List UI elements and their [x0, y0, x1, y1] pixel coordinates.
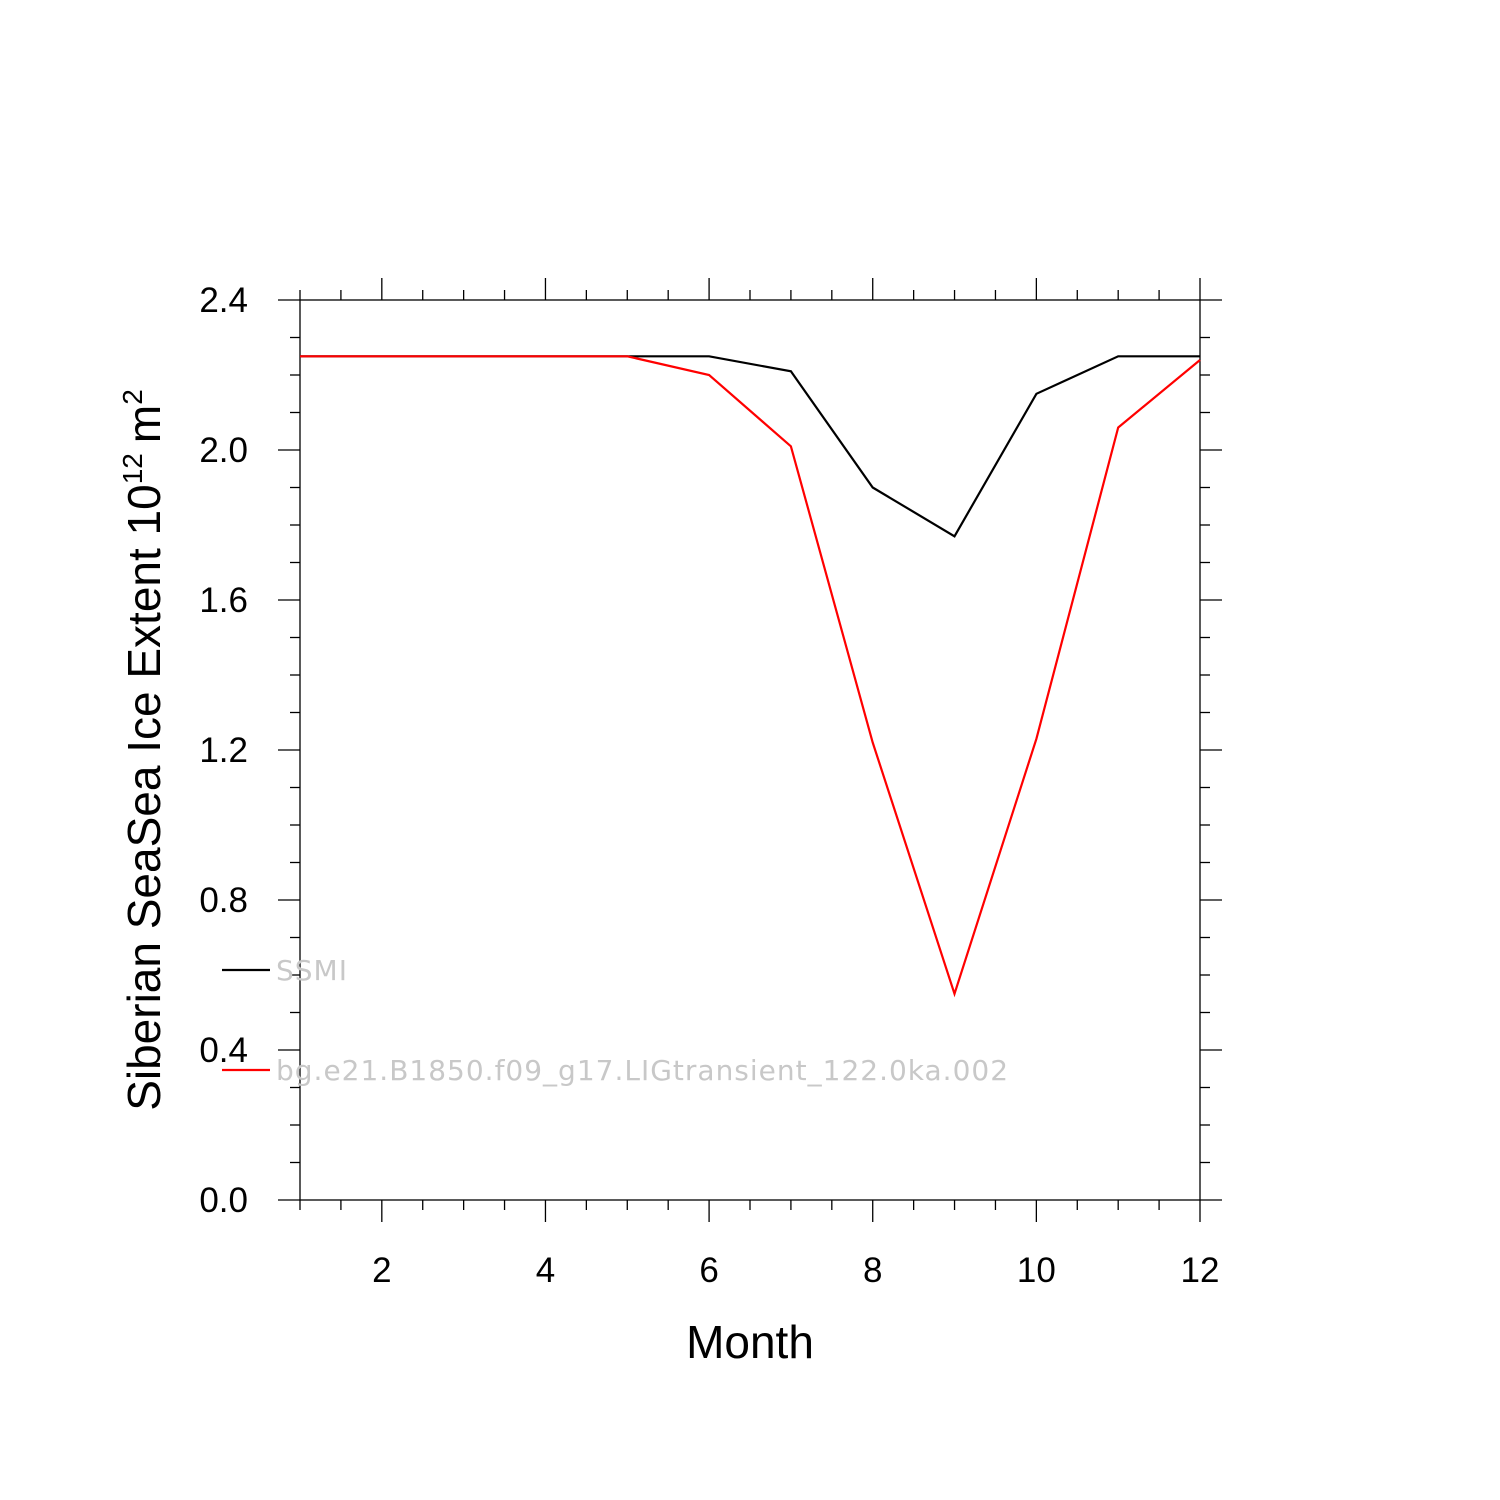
legend-label-0: SSMI — [276, 954, 348, 987]
x-tick-label: 8 — [863, 1251, 882, 1290]
y-tick-label: 0.0 — [199, 1181, 248, 1220]
y-tick-label: 2.4 — [199, 281, 248, 320]
y-axis-title-unit-exponent: 2 — [117, 389, 148, 405]
x-tick-label: 2 — [372, 1251, 391, 1290]
x-tick-label: 6 — [699, 1251, 718, 1290]
x-tick-label: 12 — [1181, 1251, 1220, 1290]
series-lines — [300, 355, 1201, 998]
y-axis-title-unit: m — [118, 405, 170, 443]
axis-ticks — [278, 278, 1222, 1222]
y-axis-title-text: Siberian SeaSea Ice Extent 10 — [118, 484, 170, 1111]
y-tick-label: 1.6 — [199, 581, 248, 620]
x-tick-label: 10 — [1017, 1251, 1056, 1290]
y-tick-label: 0.8 — [199, 881, 248, 920]
y-tick-label: 2.0 — [199, 431, 248, 470]
x-axis-title: Month — [686, 1316, 814, 1368]
y-tick-label: 0.4 — [199, 1031, 248, 1070]
y-axis-title-exponent: 12 — [117, 453, 148, 484]
y-axis-title: Siberian SeaSea Ice Extent 1012 m2 — [117, 389, 170, 1111]
tick-labels: 2 4 6 8 10 12 0.0 0.4 0.8 1.2 1.6 2.0 2.4 — [199, 281, 1219, 1290]
x-tick-label: 4 — [536, 1251, 555, 1290]
y-tick-label: 1.2 — [199, 731, 248, 770]
legend: SSMI bg.e21.B1850.f09_g17.LIGtransient_12… — [222, 954, 1009, 1087]
series-line-0 — [300, 355, 1200, 538]
legend-label-1: bg.e21.B1850.f09_g17.LIGtransient_122.0k… — [276, 1054, 1009, 1087]
series-line-1 — [300, 355, 1201, 998]
